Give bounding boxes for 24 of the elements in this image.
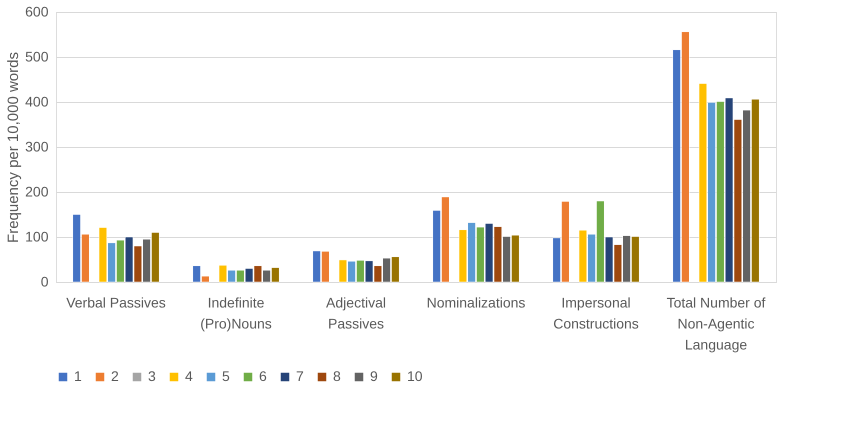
y-tick-label: 0 <box>40 274 49 290</box>
legend-label: 6 <box>259 368 267 384</box>
y-tick-label: 200 <box>25 184 49 200</box>
legend-label: 10 <box>407 368 423 384</box>
x-tick-label: Verbal Passives <box>66 294 166 310</box>
x-tick-label: Impersonal Constructions <box>553 294 639 332</box>
legend-label: 2 <box>111 368 119 384</box>
legend-label: 5 <box>222 368 230 384</box>
legend-label: 8 <box>333 368 341 384</box>
y-axis-title: Frequency per 10,000 words <box>5 52 22 243</box>
y-tick-label: 300 <box>25 138 49 154</box>
legend-label: 4 <box>185 368 193 384</box>
y-tick-label: 100 <box>25 228 49 244</box>
legend-label: 9 <box>370 368 378 384</box>
y-tick-label: 500 <box>25 48 49 64</box>
x-tick-label: Indefinite (Pro)Nouns <box>200 294 272 332</box>
legend-label: 3 <box>148 368 156 384</box>
legend-label: 1 <box>74 368 82 384</box>
x-tick-label: Nominalizations <box>426 294 526 310</box>
x-tick-label: Adjectival Passives <box>326 294 386 332</box>
y-tick-label: 600 <box>25 4 49 20</box>
x-tick-label: Total Number of Non-Agentic Language <box>666 294 766 352</box>
y-tick-label: 400 <box>25 94 49 110</box>
legend-label: 7 <box>296 368 304 384</box>
